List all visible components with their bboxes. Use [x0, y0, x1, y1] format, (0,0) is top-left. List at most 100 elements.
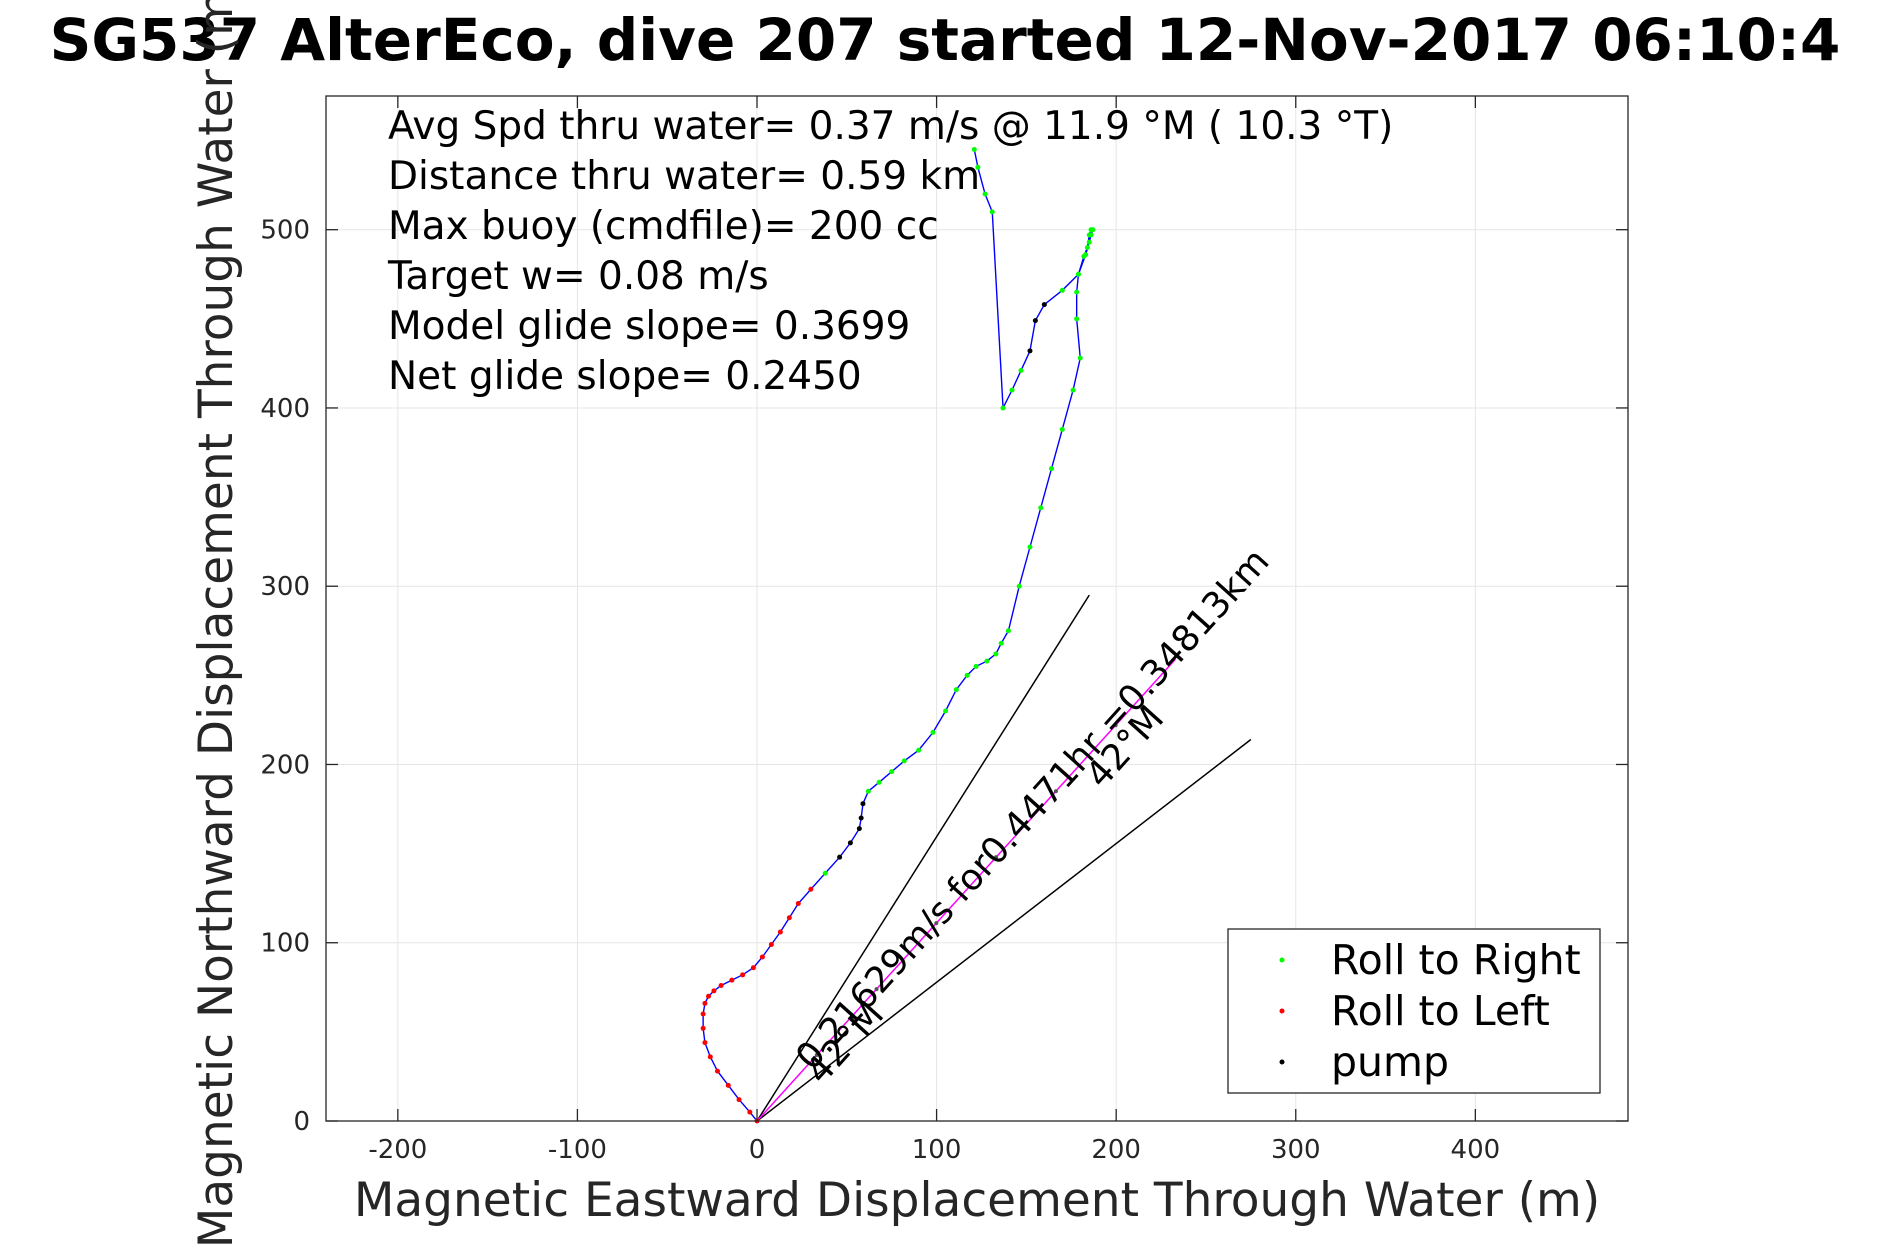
roll-left-point: [786, 915, 792, 921]
x-axis-label: Magnetic Eastward Displacement Through W…: [354, 1173, 1600, 1228]
roll-right-point: [982, 191, 988, 197]
grid-lines: [326, 96, 1628, 1122]
roll-right-point: [1086, 239, 1092, 245]
roll-left-point: [706, 993, 712, 999]
roll-right-point: [1009, 387, 1015, 393]
roll-left-point: [702, 1040, 708, 1046]
info-block: Avg Spd thru water= 0.37 m/s @ 11.9 °M (…: [387, 104, 1393, 399]
pump-point: [837, 854, 843, 860]
roll-right-point: [989, 209, 995, 215]
y-tick-label: 400: [260, 394, 310, 424]
roll-left-point: [714, 1068, 720, 1074]
roll-right-point: [1088, 232, 1094, 238]
info-max-buoy: Max buoy (cmdfile)= 200 cc: [388, 204, 939, 249]
roll-left-point: [768, 942, 774, 948]
roll-right-point: [889, 769, 895, 775]
roll-right-point: [1016, 583, 1022, 589]
y-tick-label: 300: [260, 572, 310, 602]
y-tick-label: 200: [260, 750, 310, 780]
roll-right-point: [1049, 466, 1055, 472]
heading-wedge: [756, 594, 1252, 1122]
pump-point: [858, 815, 864, 821]
y-axis-label: Magnetic Northward Displacement Through …: [189, 0, 244, 1248]
roll-left-point: [729, 977, 735, 983]
roll-right-point: [865, 788, 871, 794]
legend: Roll to Right Roll to Left pump: [1227, 928, 1601, 1094]
roll-left-point: [707, 1054, 713, 1060]
roll-left-point: [808, 886, 814, 892]
roll-left-point: [759, 954, 765, 960]
roll-left-point: [740, 972, 746, 978]
plot-frame: [325, 95, 1629, 1122]
current-vector-point: [934, 921, 939, 926]
legend-roll-left-label: Roll to Left: [1331, 987, 1550, 1035]
legend-roll-left-marker: [1279, 1008, 1285, 1014]
roll-right-point: [1027, 544, 1033, 550]
roll-left-point: [700, 1025, 706, 1031]
roll-right-point: [901, 758, 907, 764]
roll-right-point: [1077, 355, 1083, 361]
roll-right-point: [1083, 252, 1089, 258]
roll-right-point: [1090, 227, 1096, 233]
roll-left-point: [747, 1109, 753, 1115]
roll-right-point: [1074, 316, 1080, 322]
roll-right-point: [1000, 405, 1006, 411]
current-vector-point: [994, 855, 999, 860]
legend-roll-right-marker: [1279, 957, 1285, 963]
roll-right-point: [1075, 271, 1081, 277]
legend-pump-label: pump: [1331, 1038, 1449, 1086]
roll-right-point: [993, 651, 999, 657]
roll-left-point: [795, 901, 801, 907]
current-vector-point: [1053, 789, 1058, 794]
y-tick-label: 0: [293, 1107, 310, 1137]
current-vector-layer: [756, 658, 1176, 1122]
roll-right-point: [998, 640, 1004, 646]
axis-ticks: -200 -100 0 100 200 300 400 0 100 200 300 400 500: [260, 96, 1628, 1165]
info-model-glide: Model glide slope= 0.3699: [388, 304, 910, 349]
chart-title: SG537 AlterEco, dive 207 started 12-Nov-…: [50, 6, 1841, 74]
roll-right-point: [1018, 368, 1024, 374]
legend-box: [1227, 928, 1601, 1094]
roll-right-point: [1084, 245, 1090, 251]
roll-left-point: [777, 929, 783, 935]
y-tick-label: 100: [260, 929, 310, 959]
roll-right-point: [1038, 505, 1044, 511]
roll-right-point: [822, 870, 828, 876]
roll-right-point: [971, 146, 977, 152]
roll-right-point: [1059, 426, 1065, 432]
heading-wedge-ray: [756, 594, 1090, 1122]
roll-left-point: [700, 1011, 706, 1017]
heading-wedge-ray: [756, 738, 1252, 1122]
roll-right-point: [876, 779, 882, 785]
x-tick-label: 0: [749, 1135, 766, 1165]
info-distance: Distance thru water= 0.59 km: [388, 154, 980, 199]
pump-point: [860, 801, 866, 807]
current-vector-point: [814, 1053, 819, 1058]
roll-right-point: [943, 708, 949, 714]
x-tick-label: 200: [1091, 1135, 1141, 1165]
current-vector-line: [756, 658, 1176, 1122]
x-tick-label: 400: [1451, 1135, 1501, 1165]
roll-right-point: [930, 729, 936, 735]
legend-roll-right-label: Roll to Right: [1331, 936, 1581, 984]
roll-left-point: [718, 983, 724, 989]
legend-pump-marker: [1279, 1059, 1285, 1065]
x-tick-label: 100: [912, 1135, 962, 1165]
roll-right-point: [964, 672, 970, 678]
roll-left-point: [750, 965, 756, 971]
info-net-glide: Net glide slope= 0.2450: [388, 354, 862, 399]
roll-right-point: [984, 658, 990, 664]
roll-left-point: [711, 988, 717, 994]
roll-left-point: [702, 1000, 708, 1006]
roll-right-point: [1005, 628, 1011, 634]
roll-left-point: [725, 1082, 731, 1088]
track-markers: [700, 146, 1096, 1124]
current-vector-point: [874, 987, 879, 992]
info-target-w: Target w= 0.08 m/s: [387, 254, 769, 299]
x-tick-label: -200: [368, 1135, 427, 1165]
pump-point: [856, 826, 862, 832]
pump-point: [1032, 318, 1038, 324]
roll-left-point: [736, 1097, 742, 1103]
pump-point: [847, 840, 853, 846]
